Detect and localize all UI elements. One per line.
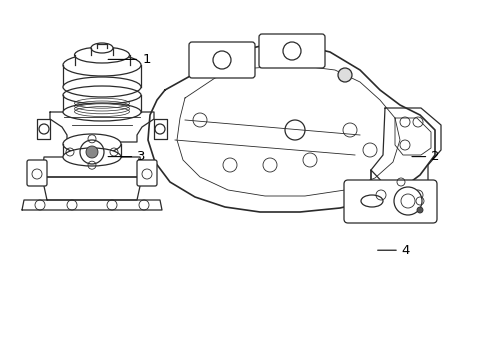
Text: 1: 1: [108, 53, 150, 66]
Ellipse shape: [63, 103, 141, 121]
Polygon shape: [148, 45, 435, 212]
Polygon shape: [371, 108, 441, 202]
Polygon shape: [22, 200, 162, 210]
Polygon shape: [37, 119, 50, 139]
Circle shape: [338, 68, 352, 82]
Polygon shape: [42, 157, 142, 177]
Text: 3: 3: [108, 150, 146, 163]
FancyBboxPatch shape: [27, 160, 47, 186]
Polygon shape: [154, 119, 167, 139]
Ellipse shape: [63, 148, 121, 166]
FancyBboxPatch shape: [189, 42, 255, 78]
Ellipse shape: [63, 77, 141, 97]
FancyBboxPatch shape: [259, 34, 325, 68]
FancyBboxPatch shape: [344, 180, 437, 223]
Circle shape: [394, 187, 422, 215]
Ellipse shape: [74, 47, 129, 63]
Text: 4: 4: [378, 244, 410, 257]
Circle shape: [86, 146, 98, 158]
FancyBboxPatch shape: [137, 160, 157, 186]
Polygon shape: [42, 177, 142, 200]
Text: 2: 2: [412, 150, 440, 163]
Polygon shape: [371, 170, 428, 202]
Ellipse shape: [63, 134, 121, 154]
Ellipse shape: [91, 43, 113, 53]
Ellipse shape: [63, 54, 141, 76]
Polygon shape: [50, 112, 154, 142]
Circle shape: [417, 207, 423, 213]
